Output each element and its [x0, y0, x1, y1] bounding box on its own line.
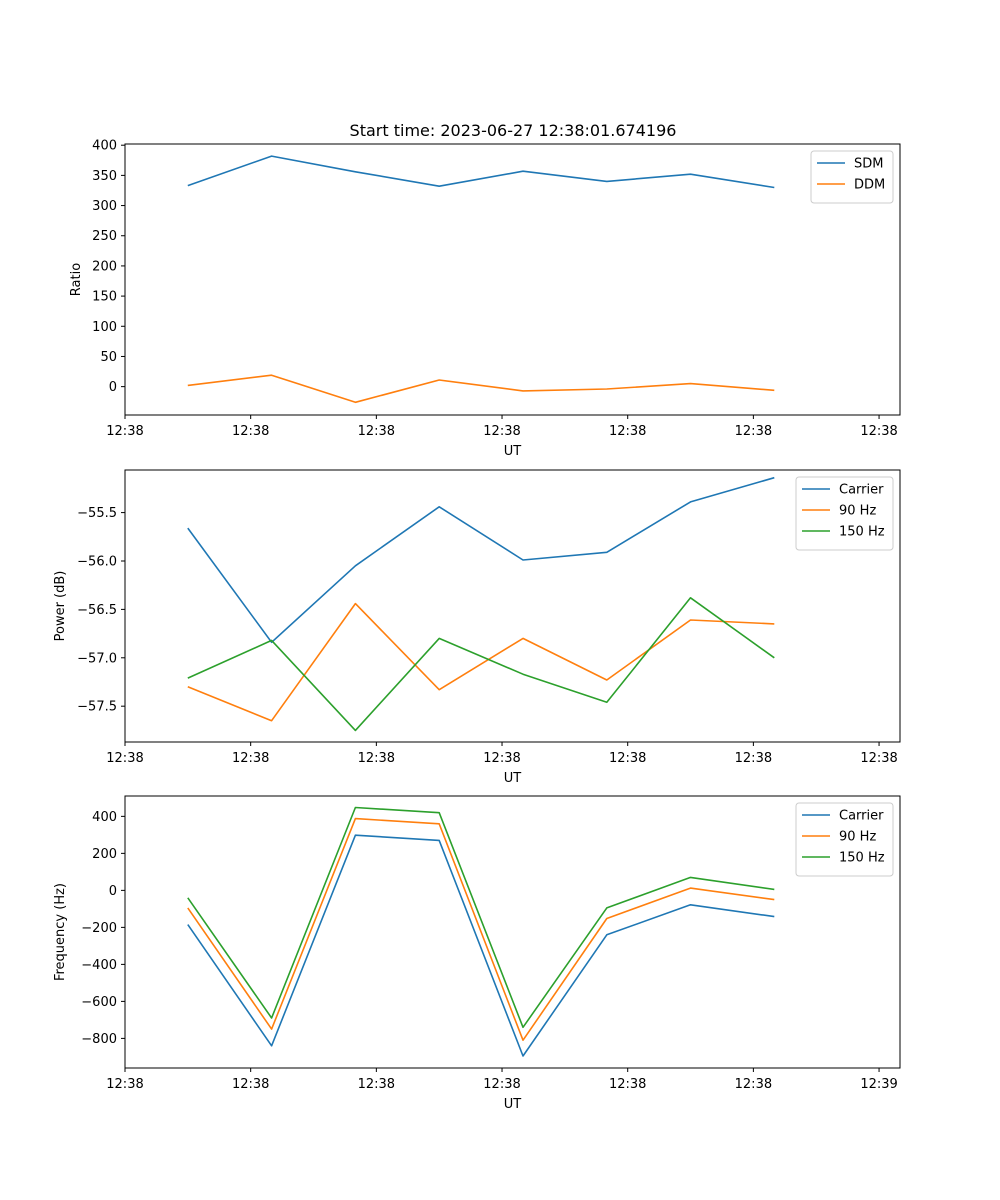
x-tick-label: 12:38 — [609, 1077, 646, 1092]
series-line-sdm — [187, 155, 775, 189]
x-tick-label: 12:38 — [483, 424, 520, 439]
x-tick-label: 12:38 — [232, 424, 269, 439]
x-tick-label: 12:38 — [735, 424, 772, 439]
axes-frame-1 — [124, 143, 901, 416]
x-tick-label: 12:38 — [483, 751, 520, 766]
y-tick-label: −400 — [81, 958, 117, 973]
y-tick-label: −600 — [81, 995, 117, 1010]
legend-label: 150 Hz — [839, 851, 885, 866]
y-tick-label: 250 — [92, 229, 117, 244]
x-axis-label: UT — [504, 1097, 522, 1112]
legend-label: 150 Hz — [839, 525, 885, 540]
y-tick-label: 200 — [92, 259, 117, 274]
x-tick-label: 12:38 — [735, 1077, 772, 1092]
x-tick-label: 12:38 — [106, 1077, 143, 1092]
y-tick-label: 350 — [92, 169, 117, 184]
y-tick-label: 50 — [100, 350, 117, 365]
legend-label: SDM — [854, 157, 883, 172]
legend-label: 90 Hz — [839, 830, 876, 845]
legend-label: 90 Hz — [839, 504, 876, 519]
x-tick-label: 12:38 — [358, 1077, 395, 1092]
y-tick-label: 300 — [92, 199, 117, 214]
y-axis-label: Power (dB) — [53, 571, 68, 642]
y-tick-label: −55.5 — [77, 506, 117, 521]
x-tick-label: 12:38 — [358, 424, 395, 439]
series-line-90-hz — [187, 817, 775, 1041]
y-tick-label: 400 — [92, 810, 117, 825]
y-tick-label: −800 — [81, 1032, 117, 1047]
series-line-150-hz — [187, 806, 775, 1029]
x-tick-label: 12:38 — [106, 424, 143, 439]
y-tick-label: 0 — [109, 380, 117, 395]
figure-title: Start time: 2023-06-27 12:38:01.674196 — [350, 121, 677, 140]
axes-frame-2 — [124, 469, 901, 743]
series-line-90-hz — [187, 602, 775, 722]
legend-label: Carrier — [839, 809, 884, 824]
series-line-ddm — [187, 374, 775, 404]
legend-label: DDM — [854, 178, 885, 193]
x-tick-label: 12:38 — [358, 751, 395, 766]
y-tick-label: 0 — [109, 884, 117, 899]
x-axis-label: UT — [504, 444, 522, 459]
axes-frame-3 — [124, 795, 901, 1069]
series-line-carrier — [187, 476, 775, 644]
x-tick-label: 12:38 — [609, 751, 646, 766]
y-tick-label: 100 — [92, 320, 117, 335]
y-tick-label: 150 — [92, 290, 117, 305]
series-line-carrier — [187, 834, 775, 1057]
x-tick-label: 12:39 — [860, 1077, 897, 1092]
series-line-150-hz — [187, 596, 775, 732]
x-tick-label: 12:38 — [860, 424, 897, 439]
legend-box — [810, 150, 894, 204]
x-tick-label: 12:38 — [232, 1077, 269, 1092]
x-tick-label: 12:38 — [232, 751, 269, 766]
y-axis-label: Ratio — [69, 263, 84, 296]
y-tick-label: −56.5 — [77, 603, 117, 618]
x-tick-label: 12:38 — [860, 751, 897, 766]
y-tick-label: −57.5 — [77, 700, 117, 715]
x-tick-label: 12:38 — [609, 424, 646, 439]
legend-label: Carrier — [839, 483, 884, 498]
x-tick-label: 12:38 — [483, 1077, 520, 1092]
x-tick-label: 12:38 — [735, 751, 772, 766]
x-tick-label: 12:38 — [106, 751, 143, 766]
y-tick-label: −200 — [81, 921, 117, 936]
y-tick-label: −56.0 — [77, 554, 117, 569]
y-tick-label: −57.0 — [77, 651, 117, 666]
y-tick-label: 400 — [92, 139, 117, 154]
y-axis-label: Frequency (Hz) — [53, 883, 68, 981]
x-axis-label: UT — [504, 771, 522, 786]
y-tick-label: 200 — [92, 847, 117, 862]
